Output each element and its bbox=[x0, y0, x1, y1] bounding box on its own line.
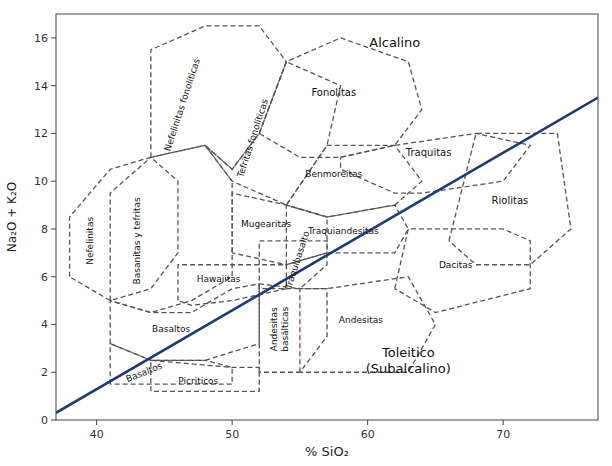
region-outline bbox=[110, 145, 232, 312]
y-tick bbox=[51, 420, 56, 421]
x-tick bbox=[367, 420, 368, 425]
y-tick-label: 0 bbox=[41, 414, 48, 427]
x-tick-label: 40 bbox=[90, 428, 104, 441]
region-label-line: Nefelinitas bbox=[85, 217, 95, 265]
region-label-line: Andesitas bbox=[339, 315, 383, 325]
region-label-line: Hawaiitas bbox=[197, 274, 241, 284]
region-label-line: Mugearitas bbox=[241, 219, 291, 229]
annotation: Alcalino bbox=[369, 35, 420, 50]
plot-marks bbox=[56, 26, 598, 413]
region-label: Nefelinitas fonolíticas bbox=[162, 57, 202, 152]
region-label-line: Andesitas bbox=[269, 307, 279, 351]
region-label: Andesitasbasálticas bbox=[269, 306, 290, 351]
region-label: Andesitas bbox=[339, 315, 383, 325]
region-label: Benmoreitas bbox=[305, 169, 362, 179]
y-tick-label: 10 bbox=[34, 175, 48, 188]
x-tick bbox=[232, 420, 233, 425]
region-label: Traquibasalto bbox=[283, 229, 312, 291]
region-outline bbox=[449, 133, 571, 264]
annotations: Alcalino Toleitico(Subalcalino) bbox=[366, 35, 451, 375]
region-label-line: Traquitas bbox=[405, 147, 452, 158]
region-label-line: Benmoreitas bbox=[305, 169, 362, 179]
region-label-line: Nefelinitas fonolíticas bbox=[162, 57, 202, 152]
y-tick-label: 2 bbox=[41, 366, 48, 379]
x-tick-label: 70 bbox=[496, 428, 510, 441]
region-outline bbox=[110, 284, 259, 360]
region-outline bbox=[395, 229, 531, 313]
y-tick bbox=[51, 37, 56, 38]
plot-background bbox=[56, 14, 598, 420]
y-tick-label: 12 bbox=[34, 127, 48, 140]
region-outline bbox=[286, 145, 422, 217]
region-label: Picriticos bbox=[178, 376, 218, 386]
y-tick-label: 8 bbox=[41, 223, 48, 236]
y-tick-label: 16 bbox=[34, 32, 48, 45]
dividing-line bbox=[56, 98, 598, 413]
region-outline bbox=[70, 157, 178, 300]
region-label-line: Riolitas bbox=[492, 195, 529, 206]
region-outline bbox=[259, 38, 422, 157]
region-label: Riolitas bbox=[492, 195, 529, 206]
y-tick bbox=[51, 324, 56, 325]
region-label-line: Tefritas fonolíticas bbox=[235, 98, 270, 180]
region-label: Hawaiitas bbox=[197, 274, 241, 284]
annotation-line: (Subalcalino) bbox=[366, 361, 451, 376]
x-tick-label: 50 bbox=[225, 428, 239, 441]
annotation-line: Toleitico bbox=[381, 345, 435, 360]
y-tick-label: 6 bbox=[41, 271, 48, 284]
region-outline bbox=[259, 284, 327, 372]
region-outline bbox=[300, 277, 436, 373]
region-label-line: Basanitas y tefritas bbox=[132, 197, 142, 284]
y-tick-label: 14 bbox=[34, 80, 48, 93]
region-label: Basaltos bbox=[125, 360, 164, 384]
region-label-line: Basaltos bbox=[152, 324, 190, 334]
x-axis-label: % SiO₂ bbox=[305, 444, 349, 459]
region-label: Basaltos bbox=[152, 324, 190, 334]
region-label-line: basálticas bbox=[280, 306, 290, 351]
axes: 40 50 60 70 0 2 4 6 8 10 12 14 16 bbox=[34, 32, 510, 441]
region-label-line: Dacitas bbox=[439, 260, 473, 270]
region-label: Fonolitas bbox=[311, 87, 356, 98]
y-tick bbox=[51, 228, 56, 229]
region-outline bbox=[151, 360, 259, 391]
region-label: Dacitas bbox=[439, 260, 473, 270]
y-tick bbox=[51, 372, 56, 373]
y-tick bbox=[51, 181, 56, 182]
y-tick bbox=[51, 85, 56, 86]
region-outline bbox=[341, 133, 531, 193]
y-axis-label: Na₂O + K₂O bbox=[5, 182, 19, 252]
region-label: Mugearitas bbox=[241, 219, 291, 229]
y-tick bbox=[51, 276, 56, 277]
x-tick-label: 60 bbox=[361, 428, 375, 441]
region-label: Traquitas bbox=[405, 147, 452, 158]
region-label: Tefritas fonolíticas bbox=[235, 98, 270, 180]
region-label-line: Fonolitas bbox=[311, 87, 356, 98]
x-tick bbox=[503, 420, 504, 425]
y-tick-label: 4 bbox=[41, 318, 48, 331]
plot-frame bbox=[56, 14, 598, 420]
region-label-line: Traquiandesitas bbox=[307, 226, 379, 236]
chart-container: 40 50 60 70 0 2 4 6 8 10 12 14 16 % SiO₂ Na₂O + K₂O Nef… bbox=[0, 0, 612, 466]
chart: 40 50 60 70 0 2 4 6 8 10 12 14 16 % SiO₂ Na₂O + K₂O Nef… bbox=[0, 0, 612, 466]
region-label-line: Picriticos bbox=[178, 376, 218, 386]
region-label-line: Basaltos bbox=[125, 360, 164, 384]
region-outline bbox=[151, 26, 287, 169]
x-tick bbox=[96, 420, 97, 425]
region-labels: Nefelinitas Basanitas y tefritas Nefelinit… bbox=[85, 57, 528, 386]
region-label: Traquiandesitas bbox=[307, 226, 379, 236]
region-label-line: Traquibasalto bbox=[283, 229, 312, 291]
annotation: Toleitico(Subalcalino) bbox=[366, 345, 451, 376]
annotation-line: Alcalino bbox=[369, 35, 420, 50]
region-label: Nefelinitas bbox=[85, 217, 95, 265]
region-outline bbox=[205, 62, 340, 205]
y-tick bbox=[51, 133, 56, 134]
region-label: Basanitas y tefritas bbox=[132, 197, 142, 284]
